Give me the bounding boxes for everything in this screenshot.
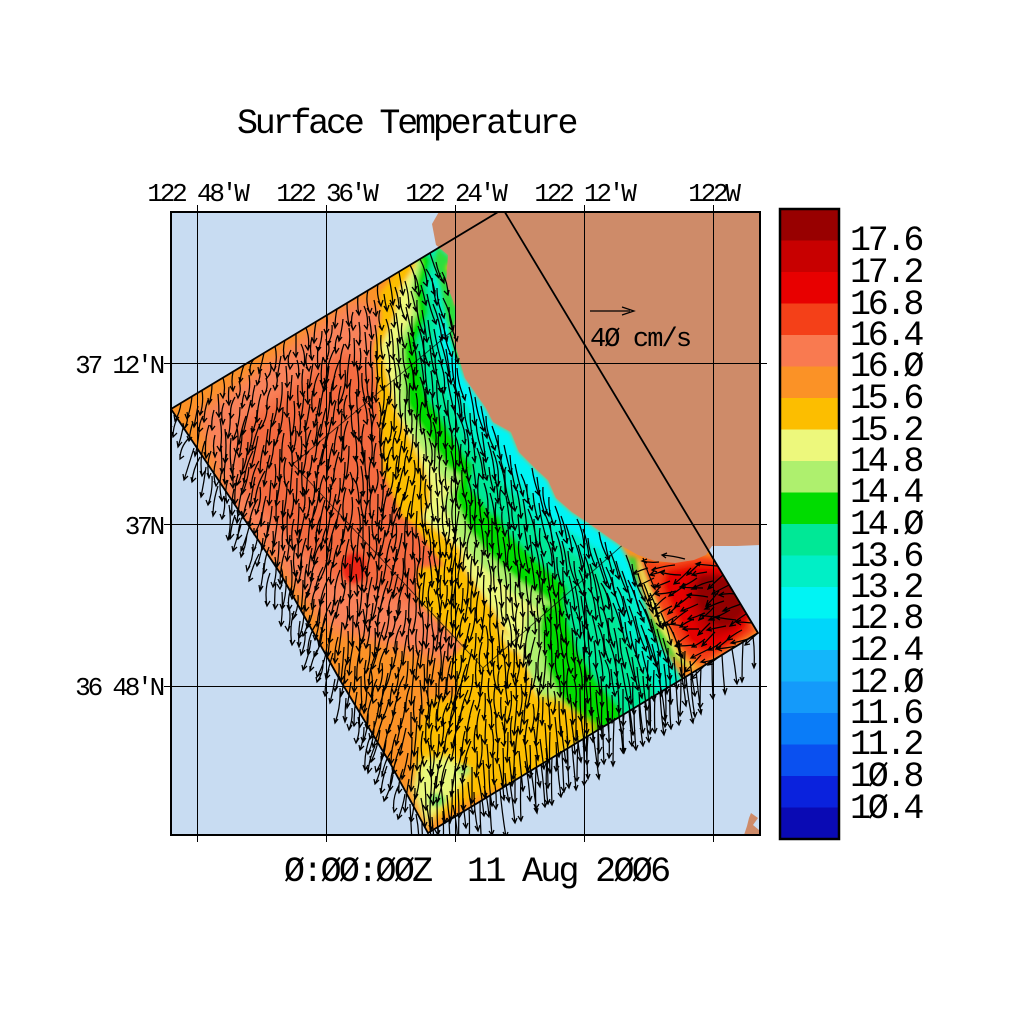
svg-text:16.4: 16.4 (850, 316, 923, 356)
svg-text:11.6: 11.6 (850, 694, 922, 734)
svg-text:122 24'W: 122 24'W (405, 179, 508, 209)
svg-text:Ø:ØØ:ØØZ 11 Aug 2ØØ6: Ø:ØØ:ØØZ 11 Aug 2ØØ6 (284, 852, 669, 892)
svg-text:4Ø cm/s: 4Ø cm/s (590, 325, 690, 355)
svg-text:12.8: 12.8 (850, 599, 922, 639)
svg-text:Surface Temperature: Surface Temperature (237, 104, 576, 144)
svg-text:14.Ø: 14.Ø (850, 505, 923, 545)
svg-text:122 36'W: 122 36'W (276, 179, 379, 209)
svg-text:122 12'W: 122 12'W (534, 179, 637, 209)
svg-text:17.6: 17.6 (850, 221, 922, 261)
svg-text:12.4: 12.4 (850, 631, 923, 671)
svg-text:16.Ø: 16.Ø (850, 347, 923, 387)
svg-text:14.8: 14.8 (850, 442, 922, 482)
svg-text:37 12'N: 37 12'N (75, 351, 163, 381)
svg-text:122 48'W: 122 48'W (147, 179, 250, 209)
svg-text:1Ø.8: 1Ø.8 (850, 757, 922, 797)
svg-text:14.4: 14.4 (850, 473, 923, 513)
svg-text:15.2: 15.2 (850, 411, 922, 451)
svg-text:36 48'N: 36 48'N (75, 673, 163, 703)
svg-text:13.6: 13.6 (850, 537, 922, 577)
svg-text:1Ø.4: 1Ø.4 (850, 789, 923, 829)
svg-text:122W: 122W (688, 179, 741, 209)
svg-text:15.6: 15.6 (850, 379, 922, 419)
svg-text:17.2: 17.2 (850, 253, 922, 293)
svg-text:13.2: 13.2 (850, 568, 922, 608)
svg-text:12.Ø: 12.Ø (850, 663, 923, 703)
svg-text:16.8: 16.8 (850, 285, 922, 325)
svg-text:11.2: 11.2 (850, 725, 922, 765)
svg-text:37N: 37N (125, 512, 164, 542)
